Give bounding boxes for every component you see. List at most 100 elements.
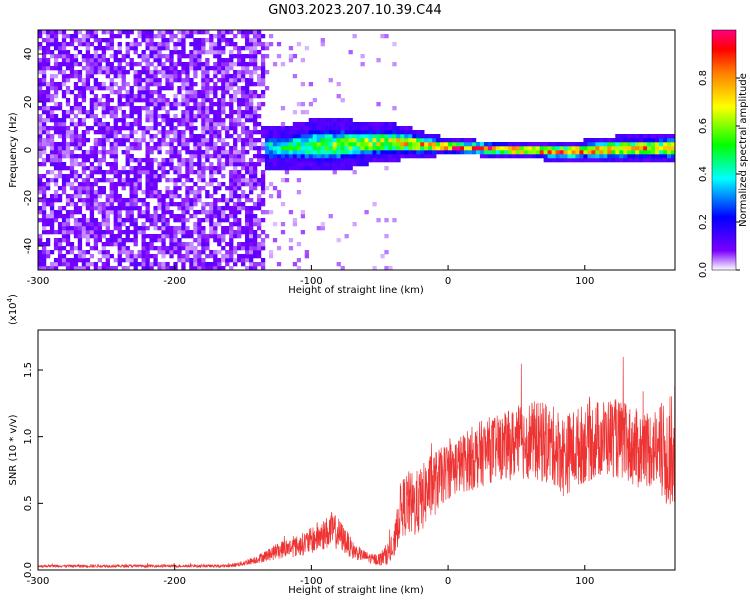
spectrogram-cell <box>249 142 254 147</box>
spectrogram-cell <box>229 118 234 123</box>
spectrogram-cell <box>217 138 222 143</box>
spectrogram-cell <box>229 58 234 63</box>
spectrogram-cell <box>73 170 79 175</box>
spectrogram-cell <box>189 126 194 131</box>
spectrogram-cell <box>97 70 102 75</box>
spectrogram-cell <box>308 82 314 87</box>
spectrogram-cell <box>129 158 134 163</box>
spectrogram-cell <box>276 126 282 131</box>
spectrogram-cell <box>213 226 218 231</box>
spectrogram-cell <box>61 150 67 155</box>
spectrogram-cell <box>619 146 624 151</box>
spectrogram-cell <box>252 62 258 67</box>
spectrogram-cell <box>205 90 210 95</box>
spectrogram-cell <box>89 126 95 131</box>
spectrogram-cell <box>380 158 385 163</box>
spectrogram-cell <box>73 102 79 107</box>
spectrogram-cell <box>304 146 310 151</box>
spectrogram-cell <box>177 118 182 123</box>
spectrogram-cell <box>97 238 102 243</box>
spectrogram-cell <box>181 130 186 135</box>
spectrogram-cell <box>280 106 286 111</box>
spectrogram-cell <box>233 118 238 123</box>
spectrogram-cell <box>213 122 218 127</box>
spectrogram-cell <box>252 46 258 51</box>
spectrogram-cell <box>149 34 154 39</box>
spectrogram-cell <box>217 70 222 75</box>
spectrogram-cell <box>177 206 182 211</box>
spectrogram-cell <box>141 98 146 103</box>
spectrogram-cell <box>181 218 186 223</box>
spectrogram-cell <box>109 154 114 159</box>
spectrogram-cell <box>209 122 214 127</box>
spectrogram-cell <box>523 142 528 147</box>
spectrogram-cell <box>209 46 214 51</box>
spectrogram-cell <box>300 166 306 171</box>
spectrogram-cell <box>38 78 43 83</box>
spectrogram-cell <box>109 182 114 187</box>
spectrogram-cell <box>85 62 91 67</box>
spectrogram-cell <box>260 202 266 207</box>
spectrogram-cell <box>209 118 214 123</box>
spectrogram-cell <box>428 142 433 147</box>
spectrogram-cell <box>233 214 238 219</box>
spectrogram-cell <box>185 90 190 95</box>
spectrogram-cell <box>109 78 114 83</box>
spectrogram-cell <box>169 190 174 195</box>
spectrogram-cell <box>93 218 99 223</box>
spectrogram-cell <box>655 158 660 163</box>
spectrogram-cell <box>125 158 130 163</box>
spectrogram-cell <box>225 66 230 71</box>
spectrogram-cell <box>69 230 75 235</box>
snr-y-label: SNR (10 * v/v) <box>8 414 19 485</box>
spectrogram-cell <box>141 50 146 55</box>
spectrogram-cell <box>85 54 91 59</box>
spectrogram-cell <box>595 154 600 159</box>
spectrogram-cell <box>312 134 317 139</box>
spectrogram-cell <box>149 114 154 119</box>
y-tick-label: 0.5 <box>23 495 34 511</box>
spectrogram-cell <box>392 138 397 143</box>
spectrogram-cell <box>304 134 310 139</box>
spectrogram-cell <box>471 142 477 147</box>
y-tick-label: 0 <box>23 147 34 153</box>
spectrogram-cell <box>408 150 413 155</box>
spectrogram-cell <box>249 230 254 235</box>
spectrogram-cell <box>237 134 242 139</box>
spectrogram-cell <box>61 90 67 95</box>
spectrogram-cell <box>241 70 246 75</box>
spectrogram-cell <box>129 86 134 91</box>
spectrogram-cell <box>81 250 87 255</box>
spectrogram-cell <box>344 126 349 131</box>
spectrogram-cell <box>38 98 43 103</box>
spectrogram-cell <box>304 126 310 131</box>
spectrogram-cell <box>471 138 477 143</box>
spectrogram-cell <box>49 146 55 151</box>
spectrogram-cell <box>38 174 43 179</box>
spectrogram-cell <box>137 62 142 67</box>
spectrogram-cell <box>57 214 63 219</box>
spectrogram-cell <box>249 206 254 211</box>
spectrogram-cell <box>161 138 166 143</box>
spectrogram-cell <box>245 62 250 67</box>
spectrogram-cell <box>260 258 266 263</box>
spectrogram-cell <box>161 34 166 39</box>
spectrogram-cell <box>193 154 198 159</box>
spectrogram-cell <box>185 202 190 207</box>
spectrogram-cell <box>531 154 536 159</box>
spectrogram-cell <box>312 146 317 151</box>
spectrogram-cell <box>145 66 150 71</box>
spectrogram-cell <box>237 158 242 163</box>
spectrogram-cell <box>157 214 162 219</box>
spectrogram-cell <box>201 246 206 251</box>
spectrogram-cell <box>153 78 158 83</box>
spectrogram-cell <box>65 210 71 215</box>
spectrogram-cell <box>189 42 194 47</box>
spectrogram-cell <box>380 34 385 39</box>
spectrogram-cell <box>249 82 254 87</box>
spectrogram-cell <box>607 146 612 151</box>
spectrogram-cell <box>603 146 608 151</box>
spectrogram-cell <box>97 202 102 207</box>
spectrogram-cell <box>73 114 79 119</box>
spectrogram-cell <box>205 262 210 267</box>
